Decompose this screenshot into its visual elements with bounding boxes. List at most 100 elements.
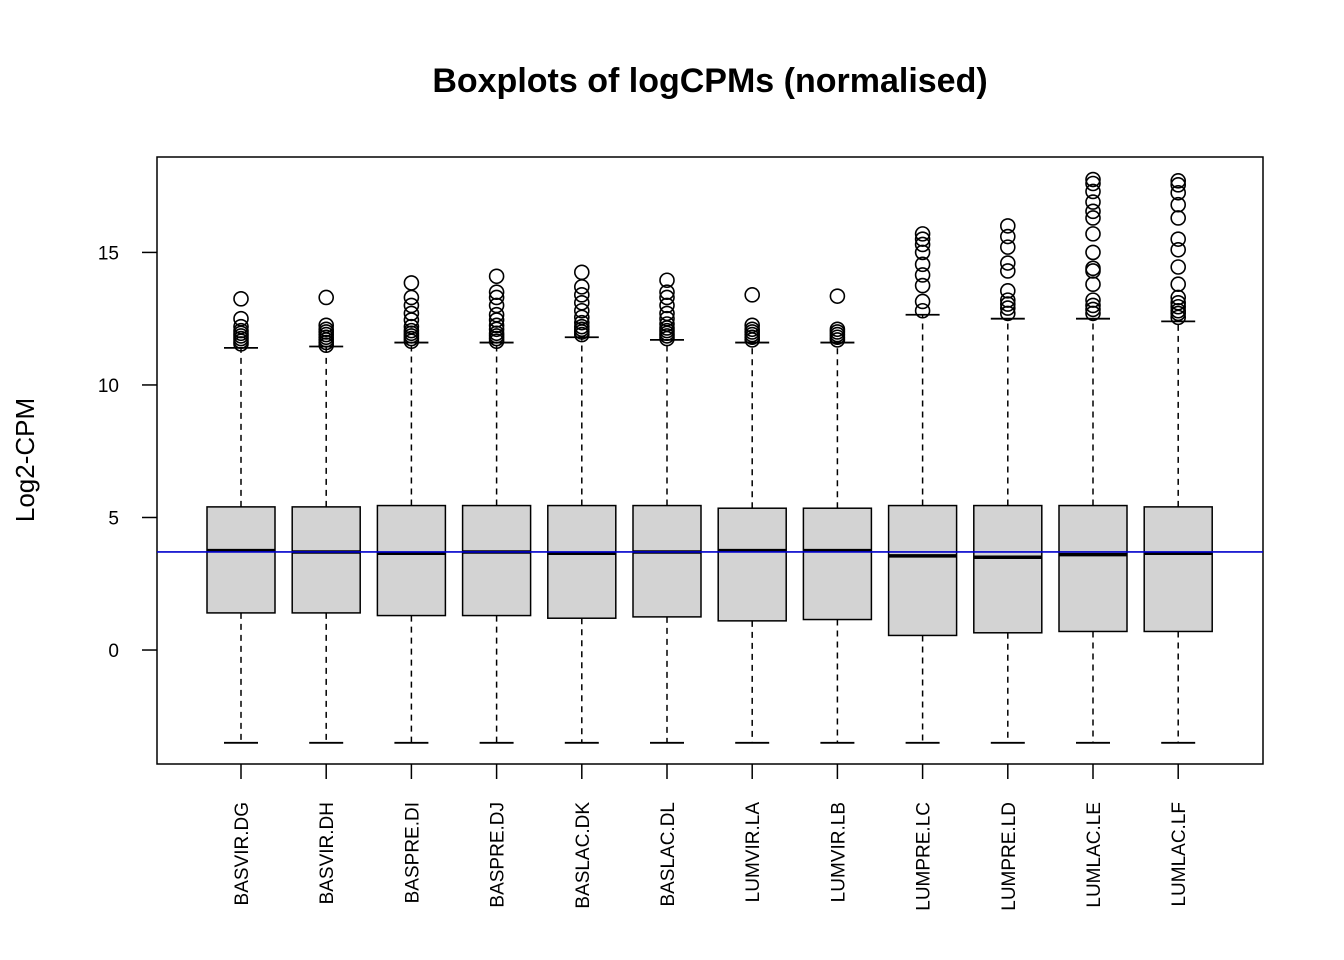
outlier-point: [1170, 231, 1186, 247]
y-tick-label: 5: [108, 508, 119, 529]
outlier-point: [1085, 301, 1101, 318]
y-axis: 0 5 10 15: [98, 243, 157, 662]
outlier-point: [914, 302, 931, 319]
outlier-point: [1085, 244, 1101, 261]
outlier-point: [659, 284, 675, 300]
outlier-point: [573, 264, 590, 281]
outlier-point: [999, 228, 1016, 245]
outlier-point: [1170, 276, 1186, 293]
outlier-point: [1085, 183, 1101, 200]
outlier-point: [318, 317, 335, 334]
outlier-point: [659, 272, 675, 289]
outlier-point: [488, 297, 505, 314]
outlier-point: [744, 287, 761, 303]
x-tick-label: BASLAC.DK: [573, 802, 594, 909]
outlier-point: [233, 310, 249, 327]
outlier-point: [1170, 177, 1186, 193]
box-LUMPRE.LC: [887, 226, 958, 744]
y-tick-label: 15: [98, 243, 119, 264]
outlier-point: [744, 317, 761, 334]
outlier-point: [829, 288, 846, 304]
box-iqr: [632, 504, 702, 618]
outlier-point: [318, 289, 335, 306]
outlier-point: [1085, 175, 1101, 192]
y-tick-label: 10: [98, 376, 119, 397]
box-BASLAC.DL: [632, 272, 702, 744]
x-tick-label: LUMVIR.LA: [743, 802, 764, 903]
outlier-point: [914, 256, 931, 273]
x-tick-label: BASVIR.DG: [232, 802, 253, 905]
box-LUMVIR.LA: [717, 287, 787, 744]
outlier-point: [1170, 210, 1186, 226]
outlier-point: [233, 318, 249, 335]
outlier-point: [1170, 184, 1186, 201]
outlier-point: [1085, 171, 1101, 188]
outlier-point: [999, 239, 1016, 255]
outlier-point: [1085, 292, 1101, 308]
outlier-point: [659, 289, 675, 306]
outlier-point: [1085, 226, 1101, 242]
x-tick-label: LUMPRE.LD: [999, 802, 1020, 911]
outlier-point: [659, 305, 675, 322]
x-tick-label: BASPRE.DI: [402, 802, 423, 903]
box-iqr: [1143, 506, 1213, 633]
box-BASPRE.DI: [376, 275, 447, 744]
outlier-point: [233, 291, 249, 307]
outlier-point: [829, 321, 846, 338]
outlier-point: [1170, 173, 1186, 189]
outlier-point: [488, 317, 505, 334]
box-LUMVIR.LB: [802, 288, 873, 744]
outlier-point: [999, 255, 1016, 271]
outlier-point: [403, 297, 420, 314]
outlier-point: [914, 293, 931, 310]
box-iqr: [376, 504, 447, 617]
box-iqr: [717, 507, 787, 622]
y-axis-label: Log2-CPM: [10, 398, 40, 522]
outlier-point: [403, 305, 420, 322]
outlier-point: [659, 297, 675, 314]
box-iqr: [461, 504, 532, 617]
x-tick-label: LUMVIR.LB: [828, 802, 849, 902]
box-iqr: [802, 507, 873, 621]
outlier-point: [999, 292, 1016, 308]
box-LUMLAC.LE: [1058, 171, 1128, 744]
box-iqr: [1058, 504, 1128, 633]
outlier-point: [403, 275, 420, 291]
outlier-point: [403, 289, 420, 306]
y-tick-label: 0: [108, 641, 119, 662]
box-BASVIR.DH: [291, 289, 361, 744]
boxes-group: [206, 171, 1213, 744]
outlier-point: [403, 322, 420, 339]
outlier-point: [233, 322, 249, 339]
outlier-point: [1085, 260, 1101, 277]
outlier-point: [1085, 276, 1101, 293]
box-LUMPRE.LD: [973, 218, 1043, 744]
outlier-point: [1085, 210, 1101, 226]
outlier-point: [659, 316, 675, 332]
outlier-point: [488, 268, 505, 285]
box-iqr: [291, 506, 361, 614]
outlier-point: [914, 231, 931, 247]
x-tick-label: LUMPRE.LC: [914, 802, 935, 911]
box-iqr: [206, 506, 276, 614]
plot-frame: [156, 156, 1264, 765]
outlier-point: [999, 218, 1016, 234]
outlier-point: [1170, 298, 1186, 315]
outlier-point: [573, 287, 590, 303]
outlier-point: [1085, 297, 1101, 314]
outlier-point: [573, 302, 590, 319]
outlier-point: [488, 289, 505, 306]
chart-title: Boxplots of logCPMs (normalised): [432, 62, 987, 100]
outlier-point: [573, 318, 590, 335]
box-BASPRE.DJ: [461, 268, 532, 744]
box-LUMLAC.LF: [1143, 173, 1213, 744]
outlier-point: [914, 236, 931, 253]
box-iqr: [887, 504, 958, 637]
outlier-point: [999, 283, 1016, 299]
outlier-point: [1170, 241, 1186, 258]
outlier-point: [1170, 294, 1186, 311]
x-tick-label: LUMLAC.LE: [1084, 802, 1105, 908]
box-iqr: [973, 504, 1043, 634]
x-tick-label: BASVIR.DH: [317, 802, 338, 904]
